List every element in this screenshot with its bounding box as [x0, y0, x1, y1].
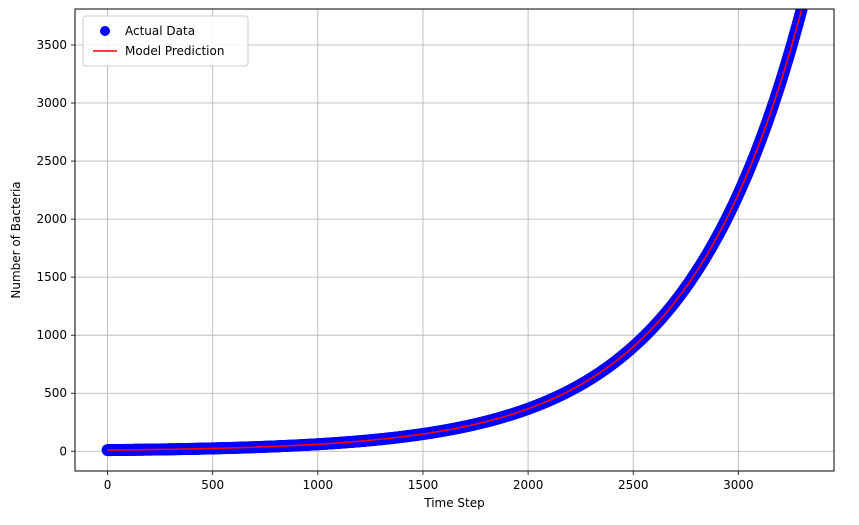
model-prediction-line [107, 10, 803, 451]
y-tick-label: 3000 [36, 96, 67, 110]
legend-label-model-prediction: Model Prediction [125, 44, 224, 58]
grid-layer [75, 9, 834, 471]
y-tick-label: 500 [44, 386, 67, 400]
legend: Actual Data Model Prediction [82, 15, 249, 67]
x-axis-title: Time Step [423, 496, 485, 510]
x-tick-label: 2000 [513, 478, 544, 492]
y-tick-label: 2500 [36, 154, 67, 168]
y-tick-label: 2000 [36, 212, 67, 226]
y-tick-label: 1500 [36, 270, 67, 284]
legend-box [82, 15, 249, 67]
y-tick-label: 0 [59, 444, 67, 458]
data-layer [101, 9, 808, 457]
y-axis-title: Number of Bacteria [9, 181, 23, 298]
plot-frame [74, 8, 835, 472]
y-tick-label: 1000 [36, 328, 67, 342]
legend-label-actual-data: Actual Data [125, 24, 195, 38]
y-tick-label: 3500 [36, 38, 67, 52]
x-tick-label: 500 [201, 478, 224, 492]
x-tick-label: 3000 [723, 478, 754, 492]
x-tick-label: 1500 [408, 478, 439, 492]
x-tick-label: 2500 [618, 478, 649, 492]
tick-layer: 0 500 1000 1500 2000 2500 3000 0 500 1000 1500 2000… [36, 38, 753, 492]
x-tick-label: 1000 [303, 478, 334, 492]
legend-scatter-marker [100, 26, 110, 36]
x-tick-label: 0 [104, 478, 112, 492]
